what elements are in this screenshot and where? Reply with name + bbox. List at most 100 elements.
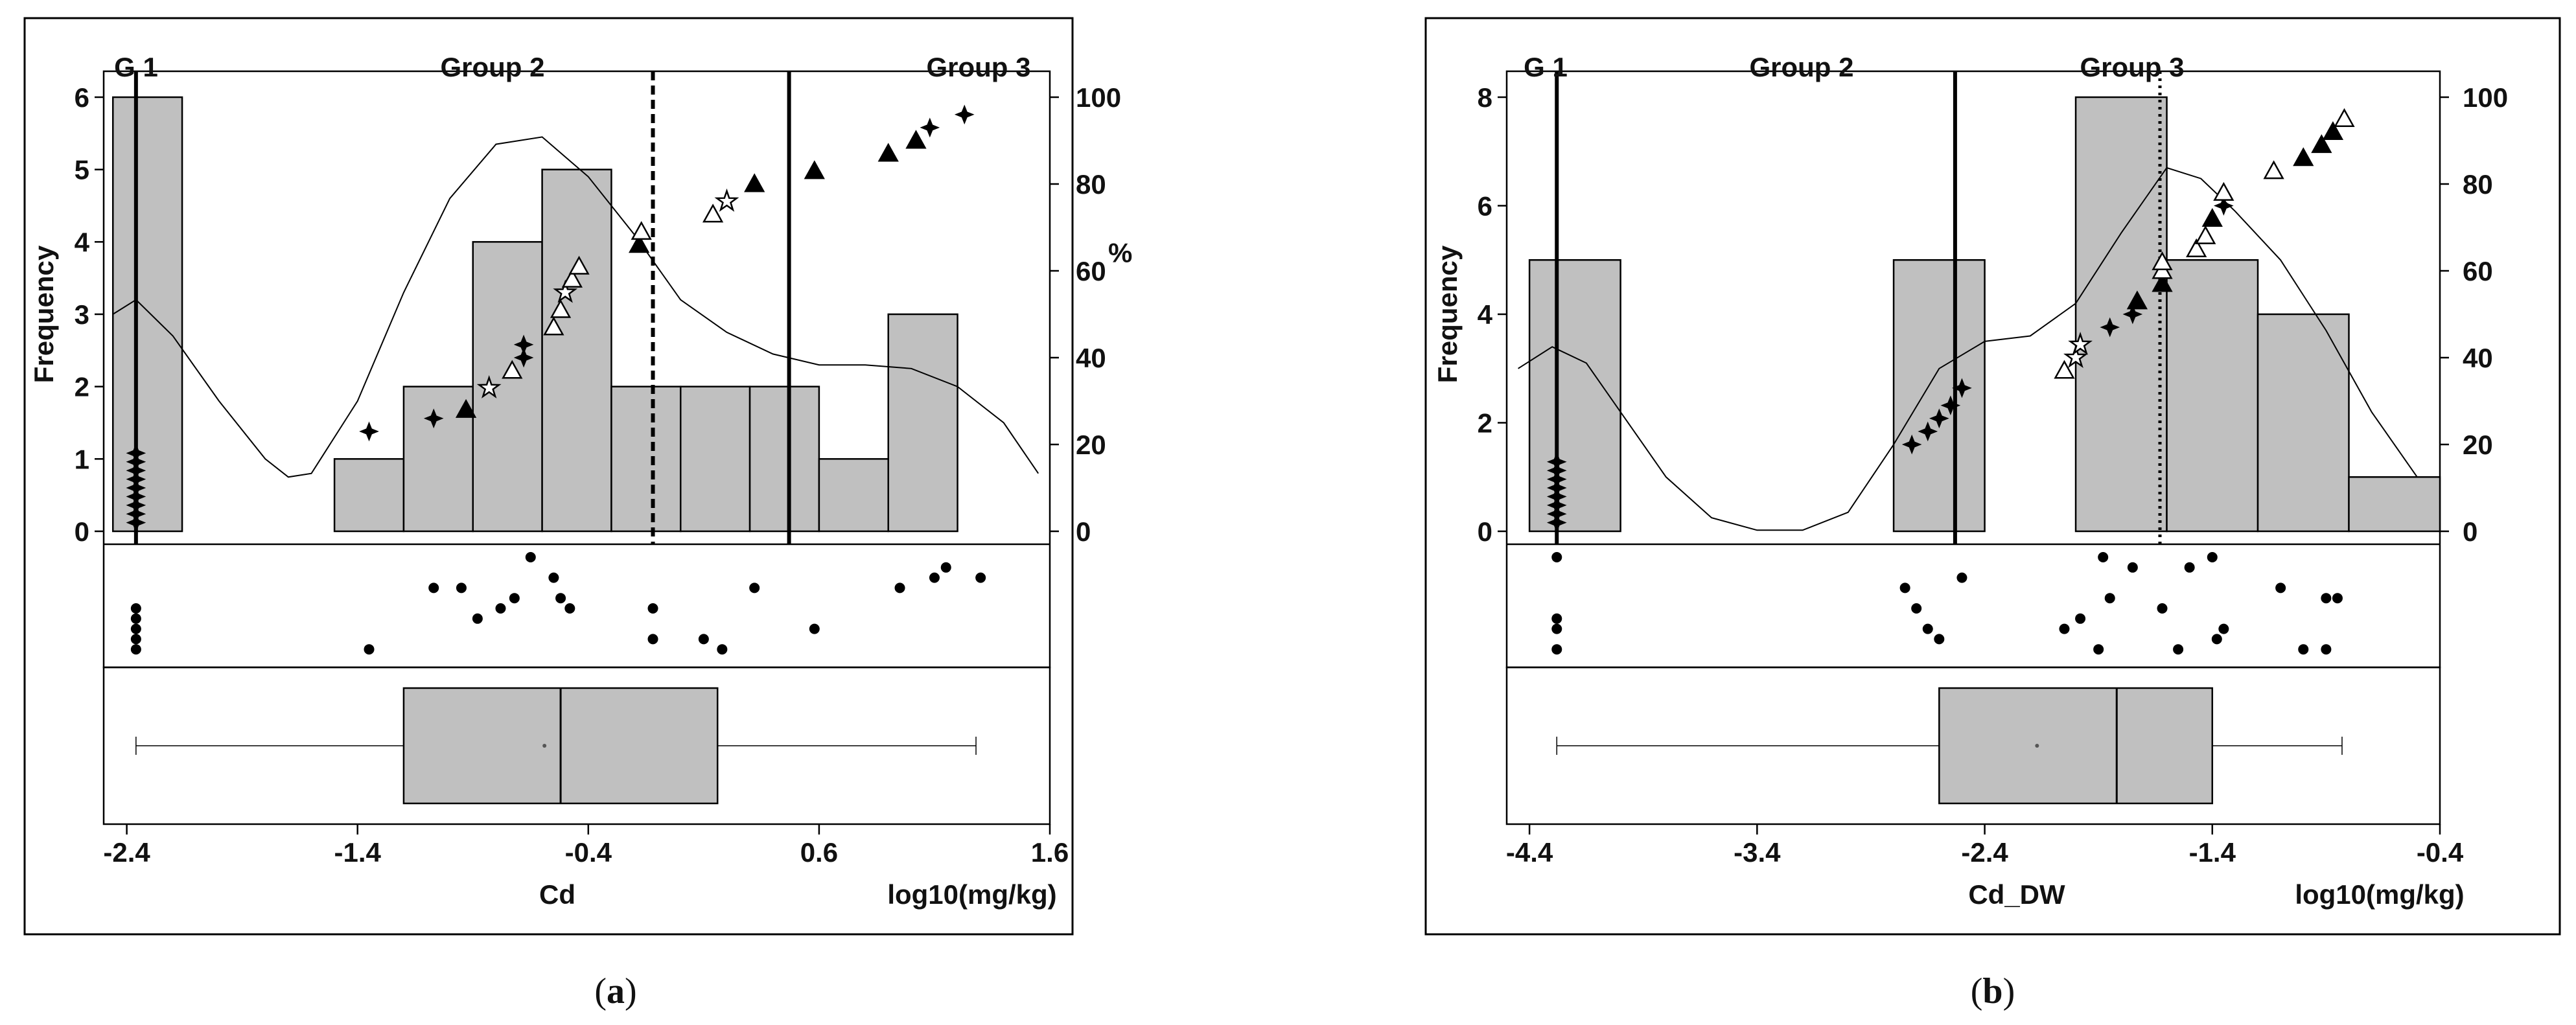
dot-strip-point [130,644,141,655]
dot-strip-point [749,582,760,593]
x-tick-label: -1.4 [334,837,382,868]
caption-letter: b [1982,971,2002,1011]
cumulative-triangle-marker [2263,160,2284,179]
boxplot-area [1505,666,2441,825]
dot-strip-point [2075,613,2086,624]
cumulative-triangle-marker [561,268,583,288]
cumulative-triangle-marker [804,160,825,179]
histogram-bar [2348,476,2441,533]
dot-strip-point [717,644,728,655]
histogram-bar [1528,259,1621,533]
dot-strip-point [698,634,709,645]
panel-caption: (a) [594,971,636,1011]
dot-strip-point [929,572,940,583]
cumulative-triangle-marker [905,130,927,149]
dot-strip-point [2211,634,2222,645]
cumulative-plus-marker [2213,196,2234,216]
group-label: G 1 [1524,52,1568,82]
histogram-bar [2166,259,2259,533]
histogram-bar [2074,96,2168,533]
cumulative-plus-marker [1940,395,1961,416]
caption-letter: a [607,971,625,1011]
dot-strip-point [2321,644,2332,655]
y2-tick-label: 20 [1076,430,1106,460]
cumulative-plus-marker [423,408,444,429]
cumulative-star-marker [714,188,739,212]
cumulative-triangle-marker [2293,147,2314,167]
caption-paren: ) [2003,971,2015,1011]
y2-tick-label: 0 [2463,516,2477,547]
dot-strip-point [1899,582,1910,593]
y2-axis-label: % [1108,238,1132,268]
panel-b: -4.4 -3.4 -2.4 -1.4 -0.402468020406080100Fre… [1424,17,2561,1011]
dot-strip-point [495,603,506,614]
cumulative-plus-marker [126,443,146,463]
x-axis-units: log10(mg/kg) [2295,879,2464,910]
dot-strip-point [2275,582,2286,593]
cumulative-plus-marker [1901,434,1922,455]
panel-caption: (b) [1971,971,2015,1011]
boxplot-box [1938,687,2214,805]
cumulative-triangle-marker [550,299,572,318]
cumulative-triangle-marker [744,173,765,192]
dot-strip-point [456,582,467,593]
histogram-bar [2257,313,2350,533]
cumulative-triangle-marker [2195,225,2216,244]
dot-strip-point [130,613,141,624]
boxplot-mean-marker [542,744,547,748]
dot-strip-point [548,572,559,583]
x-axis-label: Cd_DW [1968,879,2065,910]
cumulative-triangle-marker [568,255,590,275]
y-tick-label: 6 [75,82,89,113]
y2-tick-label: 60 [1076,256,1106,286]
y2-tick-label: 20 [2463,430,2493,460]
cumulative-plus-marker [1546,452,1567,472]
dot-strip-point [647,603,658,614]
dot-strip-point [1551,613,1562,624]
dot-strip-point [130,603,141,614]
y2-tick-label: 0 [1076,516,1091,547]
dot-strip-point [2093,644,2104,655]
dot-strip-point [1911,603,1922,614]
caption-paren: ( [1971,971,1983,1011]
cumulative-plus-marker [359,421,379,442]
cumulative-triangle-marker [877,143,899,162]
boxplot-area [102,666,1051,825]
cumulative-plus-marker [513,347,534,368]
y2-tick-label: 40 [2463,343,2493,373]
dot-strip-point [647,634,658,645]
y-axis-label: Frequency [1432,245,1463,383]
dot-strip-point [428,582,439,593]
density-curve [112,136,1039,478]
histogram-bar [610,386,682,533]
y-tick-label: 8 [1478,82,1492,113]
dot-strip-point [564,603,575,614]
cumulative-triangle-marker [2186,238,2207,257]
dot-strip-point [2321,593,2332,604]
dot-strip-point [2218,623,2229,634]
x-axis-label: Cd [539,879,575,910]
cumulative-plus-marker [920,117,940,138]
dot-strip-point [2059,623,2070,634]
y2-tick-label: 100 [2463,82,2508,113]
group-label: G 1 [114,52,158,82]
y-tick-label: 4 [1478,299,1493,330]
histogram-bar [748,386,820,533]
histogram-bar [111,96,183,533]
histogram-bar [333,458,405,533]
cumulative-star-marker [2068,332,2093,355]
dot-strip-point [2104,593,2115,604]
dot-strip-point [2127,562,2138,573]
y-tick-label: 2 [1478,408,1492,439]
histogram-bar [541,168,612,533]
cumulative-star-marker [476,375,502,398]
cumulative-triangle-marker [2152,273,2173,292]
dot-strip-point [2298,644,2309,655]
cumulative-triangle-marker [502,360,523,379]
dot-strip-point [940,562,951,573]
x-tick-label: 1.6 [1031,837,1069,868]
dot-strip-point [2332,593,2343,604]
x-tick-label: -1.4 [2189,837,2236,868]
dot-strip-point [1956,572,1967,583]
x-tick-label: -0.4 [565,837,612,868]
